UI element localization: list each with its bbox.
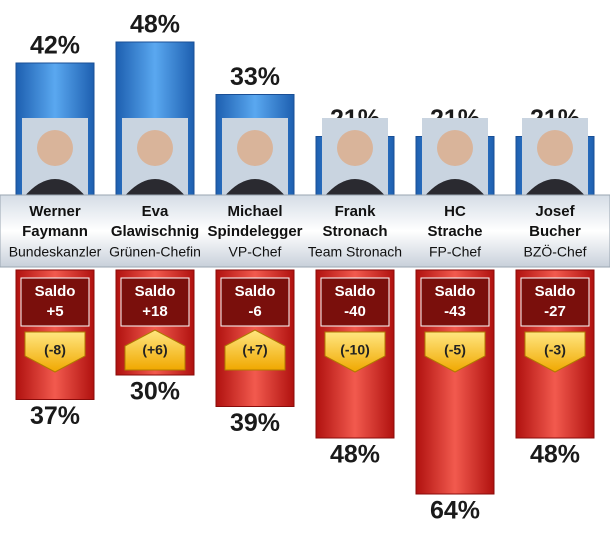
photo-head bbox=[137, 130, 173, 166]
photo-body bbox=[323, 179, 387, 198]
first-name: Frank bbox=[335, 203, 377, 220]
last-name: Stronach bbox=[322, 223, 387, 240]
saldo-box bbox=[120, 277, 190, 327]
first-name: HC bbox=[444, 203, 466, 220]
role: Grünen-Chefin bbox=[109, 244, 201, 260]
change-badge bbox=[424, 331, 486, 373]
first-name: Michael bbox=[227, 203, 282, 220]
first-name: Eva bbox=[142, 203, 169, 220]
last-name: Bucher bbox=[529, 223, 581, 240]
saldo-value: +5 bbox=[46, 303, 63, 320]
saldo-value: +18 bbox=[142, 303, 167, 320]
photo-head bbox=[537, 130, 573, 166]
change-badge bbox=[524, 331, 586, 373]
name-strip bbox=[0, 194, 610, 268]
photo-body bbox=[423, 179, 487, 198]
change-label: (+6) bbox=[142, 342, 167, 358]
saldo-box bbox=[520, 277, 590, 327]
change-label: (-3) bbox=[544, 342, 566, 358]
value-label: 48% bbox=[130, 11, 180, 39]
last-name: Glawischnig bbox=[111, 223, 199, 240]
change-badge bbox=[24, 331, 86, 373]
role: Bundeskanzler bbox=[9, 244, 102, 260]
saldo-box bbox=[220, 277, 290, 327]
first-name: Josef bbox=[535, 203, 575, 220]
saldo-value: -40 bbox=[344, 303, 366, 320]
value-label: 64% bbox=[430, 497, 480, 525]
saldo-box bbox=[320, 277, 390, 327]
saldo-title: Saldo bbox=[135, 283, 176, 300]
change-label: (-10) bbox=[340, 342, 370, 358]
saldo-title: Saldo bbox=[535, 283, 576, 300]
value-label: 48% bbox=[530, 441, 580, 469]
photo-body bbox=[23, 179, 87, 198]
last-name: Faymann bbox=[22, 223, 88, 240]
saldo-box bbox=[20, 277, 90, 327]
last-name: Strache bbox=[427, 223, 482, 240]
role: Team Stronach bbox=[308, 244, 402, 260]
photo-body bbox=[523, 179, 587, 198]
photo-head bbox=[37, 130, 73, 166]
change-label: (-5) bbox=[444, 342, 466, 358]
saldo-title: Saldo bbox=[335, 283, 376, 300]
saldo-value: -43 bbox=[444, 303, 466, 320]
value-label: 37% bbox=[30, 402, 80, 430]
value-label: 48% bbox=[330, 441, 380, 469]
value-label: 30% bbox=[130, 378, 180, 406]
photo-head bbox=[337, 130, 373, 166]
photo-body bbox=[223, 179, 287, 198]
change-badge bbox=[324, 331, 386, 373]
first-name: Werner bbox=[29, 203, 81, 220]
role: VP-Chef bbox=[229, 244, 282, 260]
change-label: (+7) bbox=[242, 342, 267, 358]
saldo-title: Saldo bbox=[35, 283, 76, 300]
saldo-value: -6 bbox=[248, 303, 261, 320]
saldo-title: Saldo bbox=[235, 283, 276, 300]
change-badge bbox=[124, 329, 186, 371]
photo-head bbox=[437, 130, 473, 166]
value-label: 33% bbox=[230, 63, 280, 91]
saldo-box bbox=[420, 277, 490, 327]
change-label: (-8) bbox=[44, 342, 66, 358]
saldo-title: Saldo bbox=[435, 283, 476, 300]
change-badge bbox=[224, 329, 286, 371]
last-name: Spindelegger bbox=[207, 223, 302, 240]
role: BZÖ-Chef bbox=[523, 243, 586, 260]
photo-body bbox=[123, 179, 187, 198]
saldo-value: -27 bbox=[544, 303, 566, 320]
value-label: 42% bbox=[30, 32, 80, 60]
photo-head bbox=[237, 130, 273, 166]
value-label: 39% bbox=[230, 409, 280, 437]
role: FP-Chef bbox=[429, 244, 481, 260]
